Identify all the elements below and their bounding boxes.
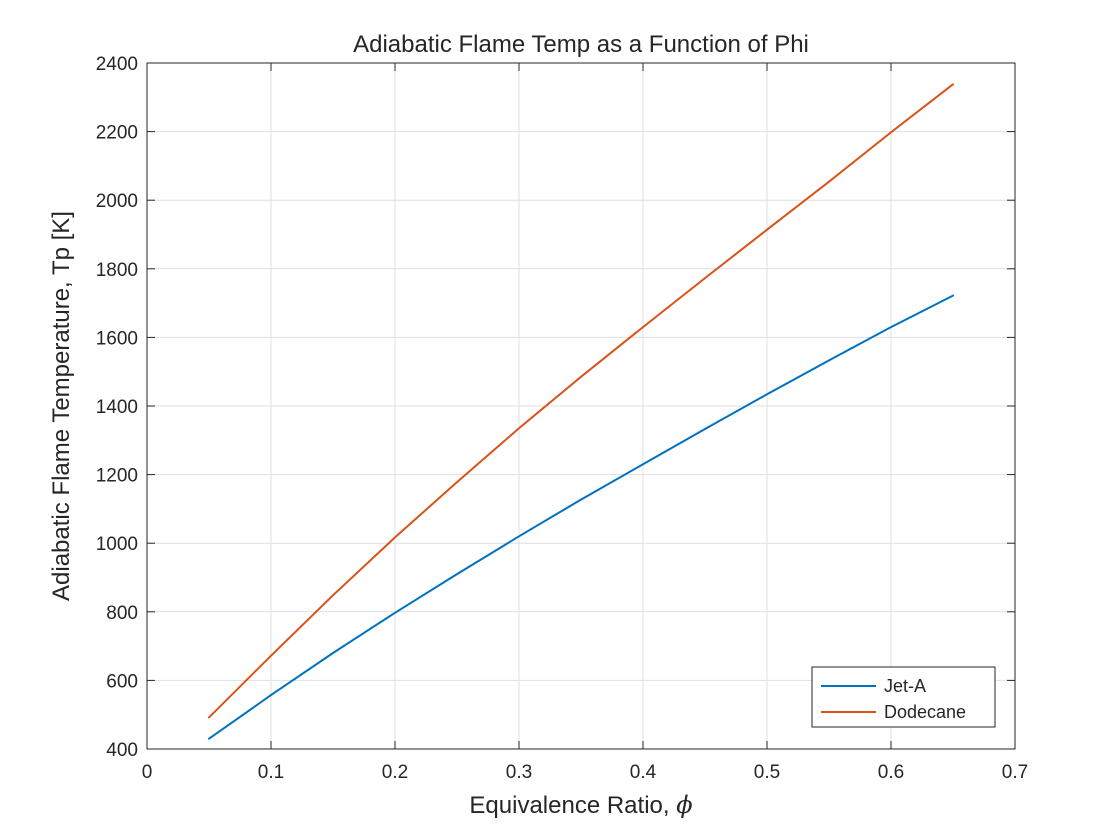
legend-label-jet-a: Jet-A xyxy=(884,676,926,696)
x-tick-label: 0.7 xyxy=(1002,762,1028,783)
y-tick-label: 400 xyxy=(106,740,138,761)
x-tick-label: 0.2 xyxy=(382,762,408,783)
x-axis-label: Equivalence Ratio, ϕ xyxy=(469,791,692,819)
y-tick-label: 1600 xyxy=(96,328,138,349)
chart-title: Adiabatic Flame Temp as a Function of Ph… xyxy=(353,31,809,58)
x-tick-label: 0.6 xyxy=(878,762,904,783)
legend-label-dodecane: Dodecane xyxy=(884,702,966,722)
x-tick-labels: 0 0.1 0.2 0.3 0.4 0.5 0.6 0.7 xyxy=(142,762,1029,783)
legend: Jet-A Dodecane xyxy=(811,666,996,728)
y-tick-label: 2200 xyxy=(96,123,138,144)
grid-lines xyxy=(147,63,1015,749)
x-axis-label-text: Equivalence Ratio, xyxy=(469,792,676,819)
series-line-dodecane xyxy=(208,83,954,719)
x-tick-label: 0.3 xyxy=(506,762,532,783)
legend-box xyxy=(811,666,996,728)
series-line-jet-a xyxy=(208,294,954,740)
y-tick-label: 1200 xyxy=(96,466,138,487)
y-tick-label: 800 xyxy=(106,603,138,624)
y-axis-label: Adiabatic Flame Temperature, Tp [K] xyxy=(48,211,75,601)
x-tick-label: 0.4 xyxy=(630,762,657,783)
y-tick-label: 2400 xyxy=(96,54,138,75)
x-tick-label: 0 xyxy=(142,762,153,783)
y-tick-label: 600 xyxy=(106,671,138,692)
series-layer xyxy=(208,83,954,740)
y-tick-label: 1800 xyxy=(96,260,138,281)
y-tick-label: 1400 xyxy=(96,397,138,418)
x-tick-label: 0.5 xyxy=(754,762,780,783)
x-axis-label-phi-symbol: ϕ xyxy=(676,791,692,819)
y-tick-labels: 400 600 800 1000 1200 1400 1600 1800 2000 2200 240… xyxy=(96,54,138,761)
x-tick-label: 0.1 xyxy=(258,762,284,783)
y-tick-label: 1000 xyxy=(96,534,138,555)
y-tick-label: 2000 xyxy=(96,191,138,212)
tick-marks xyxy=(146,62,1016,750)
